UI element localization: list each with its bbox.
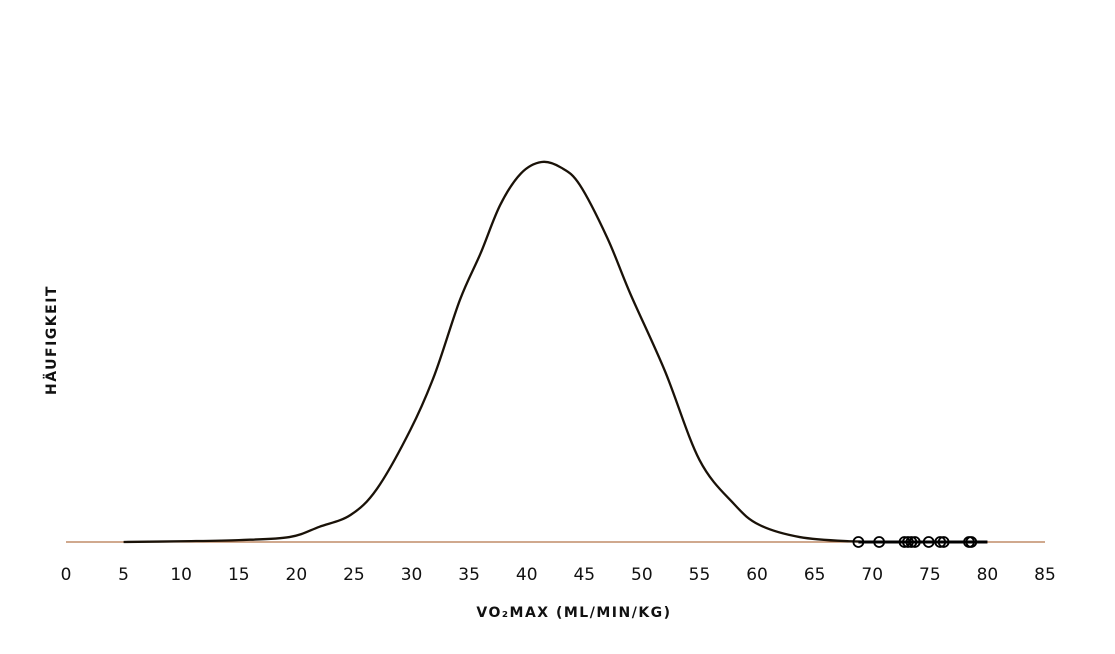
x-tick-label: 80 — [977, 565, 999, 585]
rug-point — [873, 536, 886, 548]
x-tick-label: 65 — [804, 565, 826, 585]
x-tick-label: 30 — [401, 565, 423, 585]
rug-point — [902, 536, 914, 548]
x-axis-label: VO₂MAX (ML/MIN/KG) — [476, 605, 671, 621]
x-tick-label: 60 — [746, 565, 768, 585]
x-tick-label: 0 — [61, 565, 72, 585]
rug-point — [922, 536, 935, 548]
x-tick-label: 40 — [516, 565, 538, 585]
x-tick-label: 75 — [919, 565, 941, 585]
x-tick-label: 15 — [228, 565, 250, 585]
rug-point — [852, 536, 865, 548]
rug-point — [908, 536, 921, 548]
rug-point — [905, 536, 918, 548]
x-tick-label: 10 — [170, 565, 192, 585]
rug-point — [934, 536, 947, 548]
rug-point — [965, 536, 978, 548]
x-tick-label: 5 — [118, 565, 129, 585]
x-tick-label: 35 — [458, 565, 480, 585]
x-tick-label: 50 — [631, 565, 653, 585]
x-tick-label: 25 — [343, 565, 365, 585]
density-curve — [123, 160, 988, 544]
x-tick-label: 70 — [861, 565, 883, 585]
x-tick-label: 20 — [286, 565, 308, 585]
rug-point — [937, 536, 950, 548]
x-tick-label: 85 — [1034, 565, 1056, 585]
y-axis-label: HÄUFIGKEIT — [43, 285, 60, 395]
x-tick-label: 45 — [573, 565, 595, 585]
x-tick-label: 55 — [689, 565, 711, 585]
